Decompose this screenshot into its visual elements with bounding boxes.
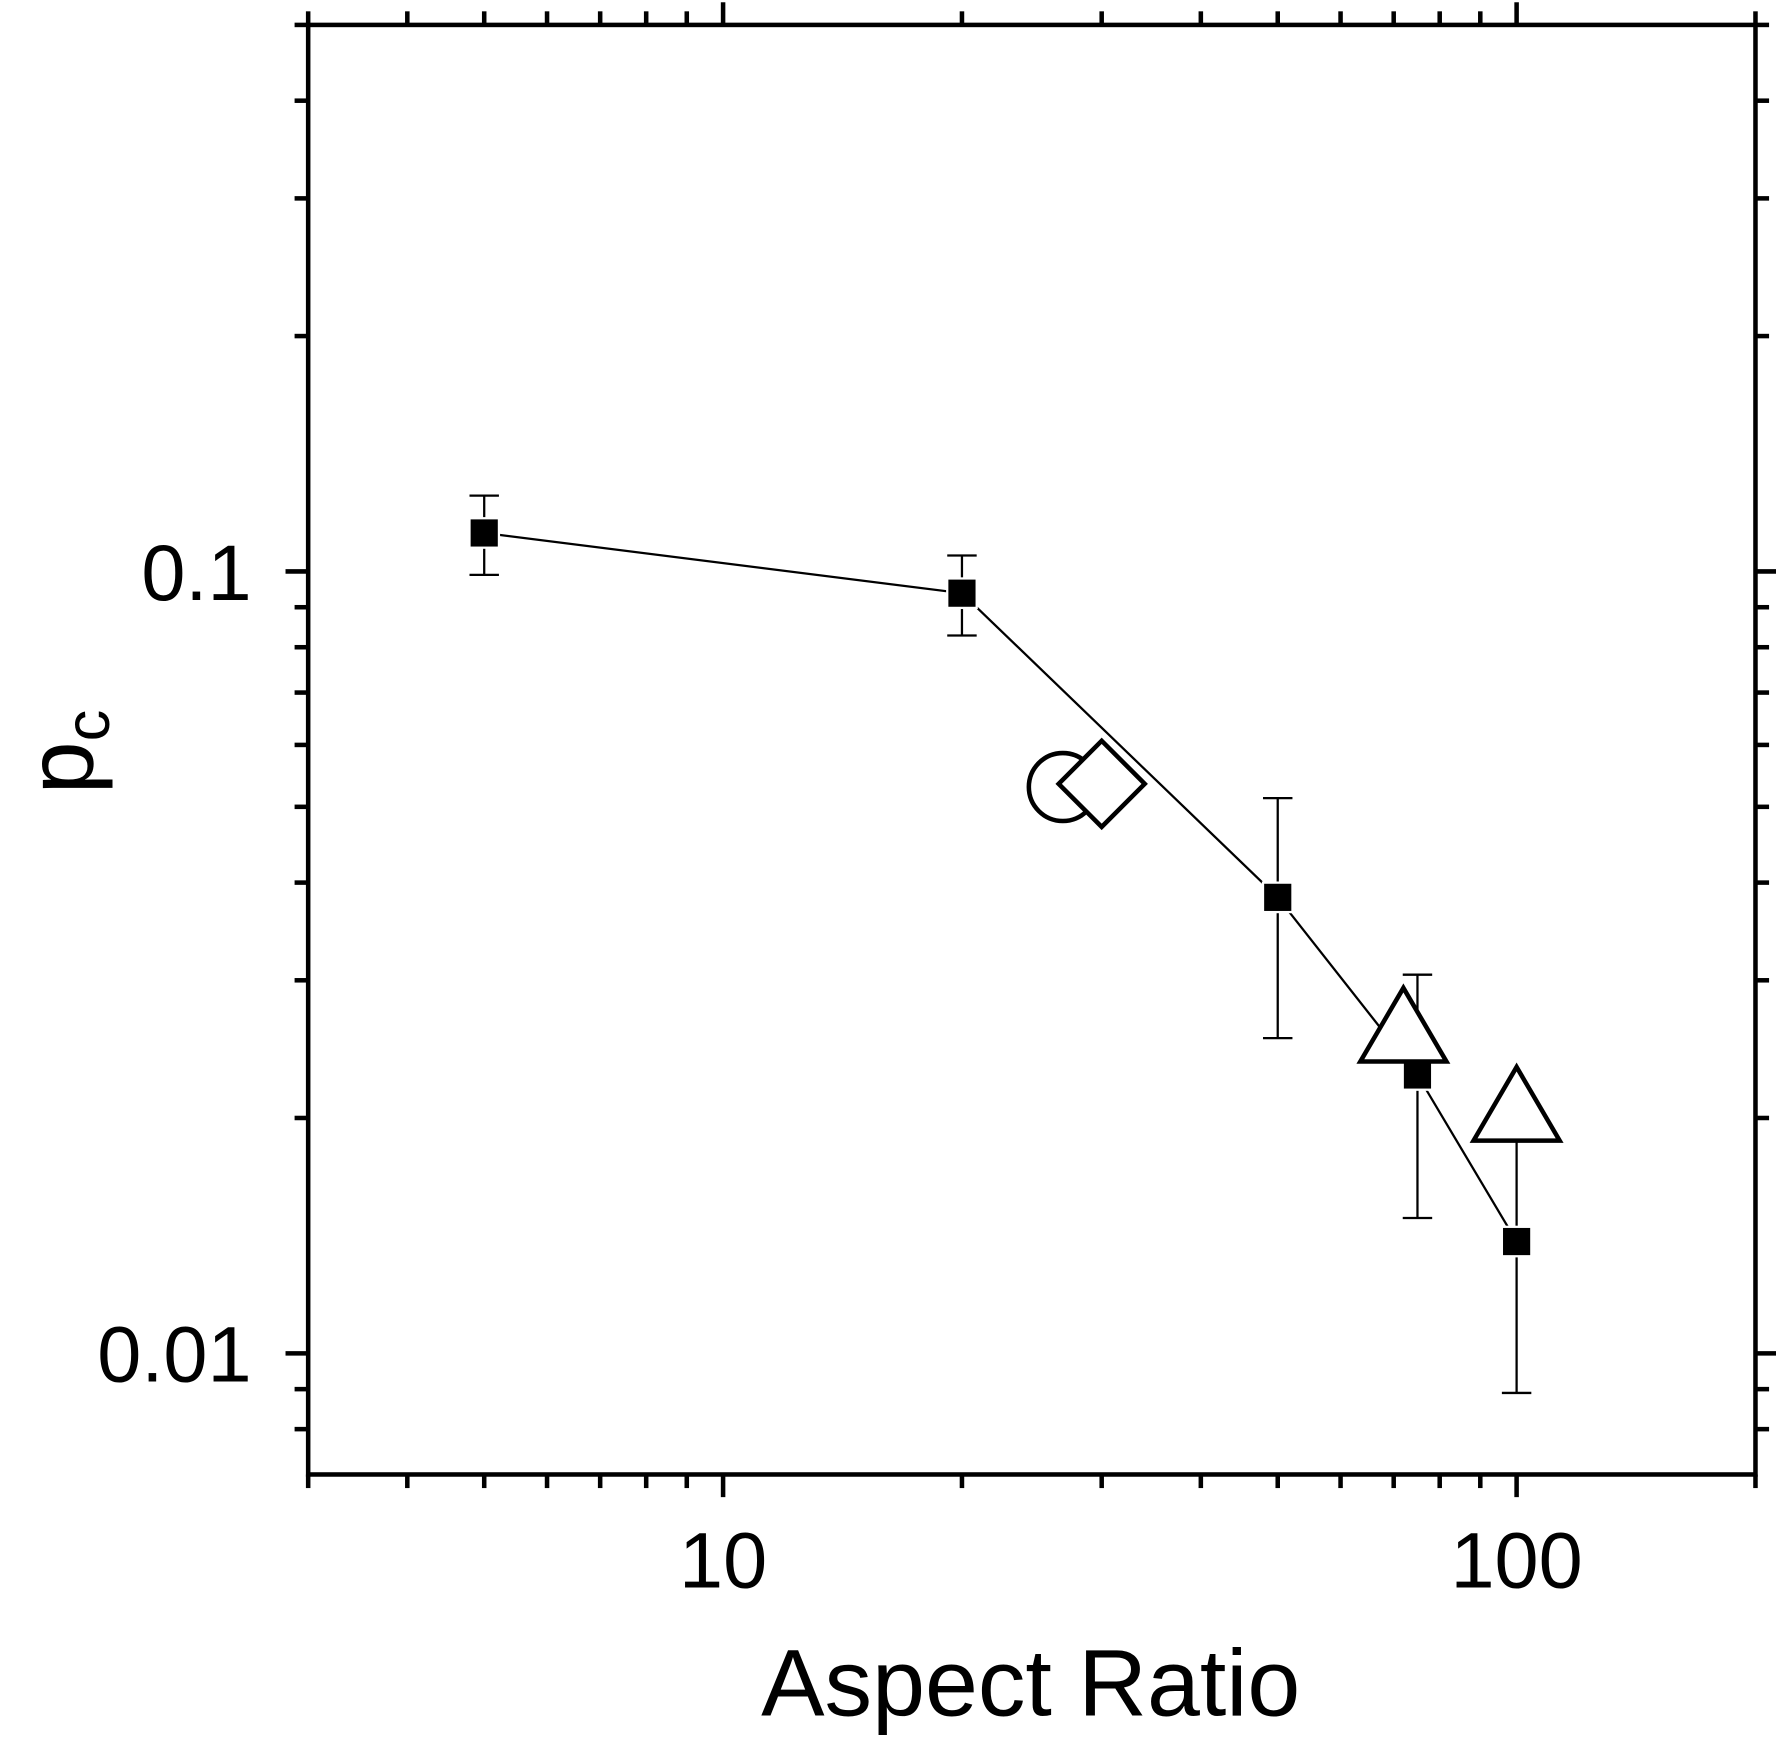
square-marker: [1500, 1225, 1533, 1258]
x-tick-label: 10: [679, 1516, 767, 1605]
diamond-marker: [1055, 737, 1148, 831]
square-marker: [468, 517, 501, 549]
y-axis-title-main: pc: [8, 710, 123, 795]
plot-frame: [305, 22, 1758, 1477]
x-tick-label: 100: [1450, 1516, 1582, 1605]
square-marker: [1401, 1059, 1434, 1091]
square-marker: [1261, 881, 1294, 914]
x-axis-title: Aspect Ratio: [761, 1631, 1300, 1737]
y-title-text: p: [8, 741, 114, 794]
y-axis-title: pc: [8, 710, 123, 795]
triangle-marker: [1469, 1062, 1564, 1143]
y-tick-label: 0.01: [97, 1310, 251, 1399]
series-line: [484, 531, 1518, 1243]
triangle-marker: [1356, 983, 1451, 1064]
y-tick-label: 0.1: [141, 528, 251, 617]
square-marker: [946, 577, 978, 610]
y-title-subscript: c: [53, 710, 123, 742]
